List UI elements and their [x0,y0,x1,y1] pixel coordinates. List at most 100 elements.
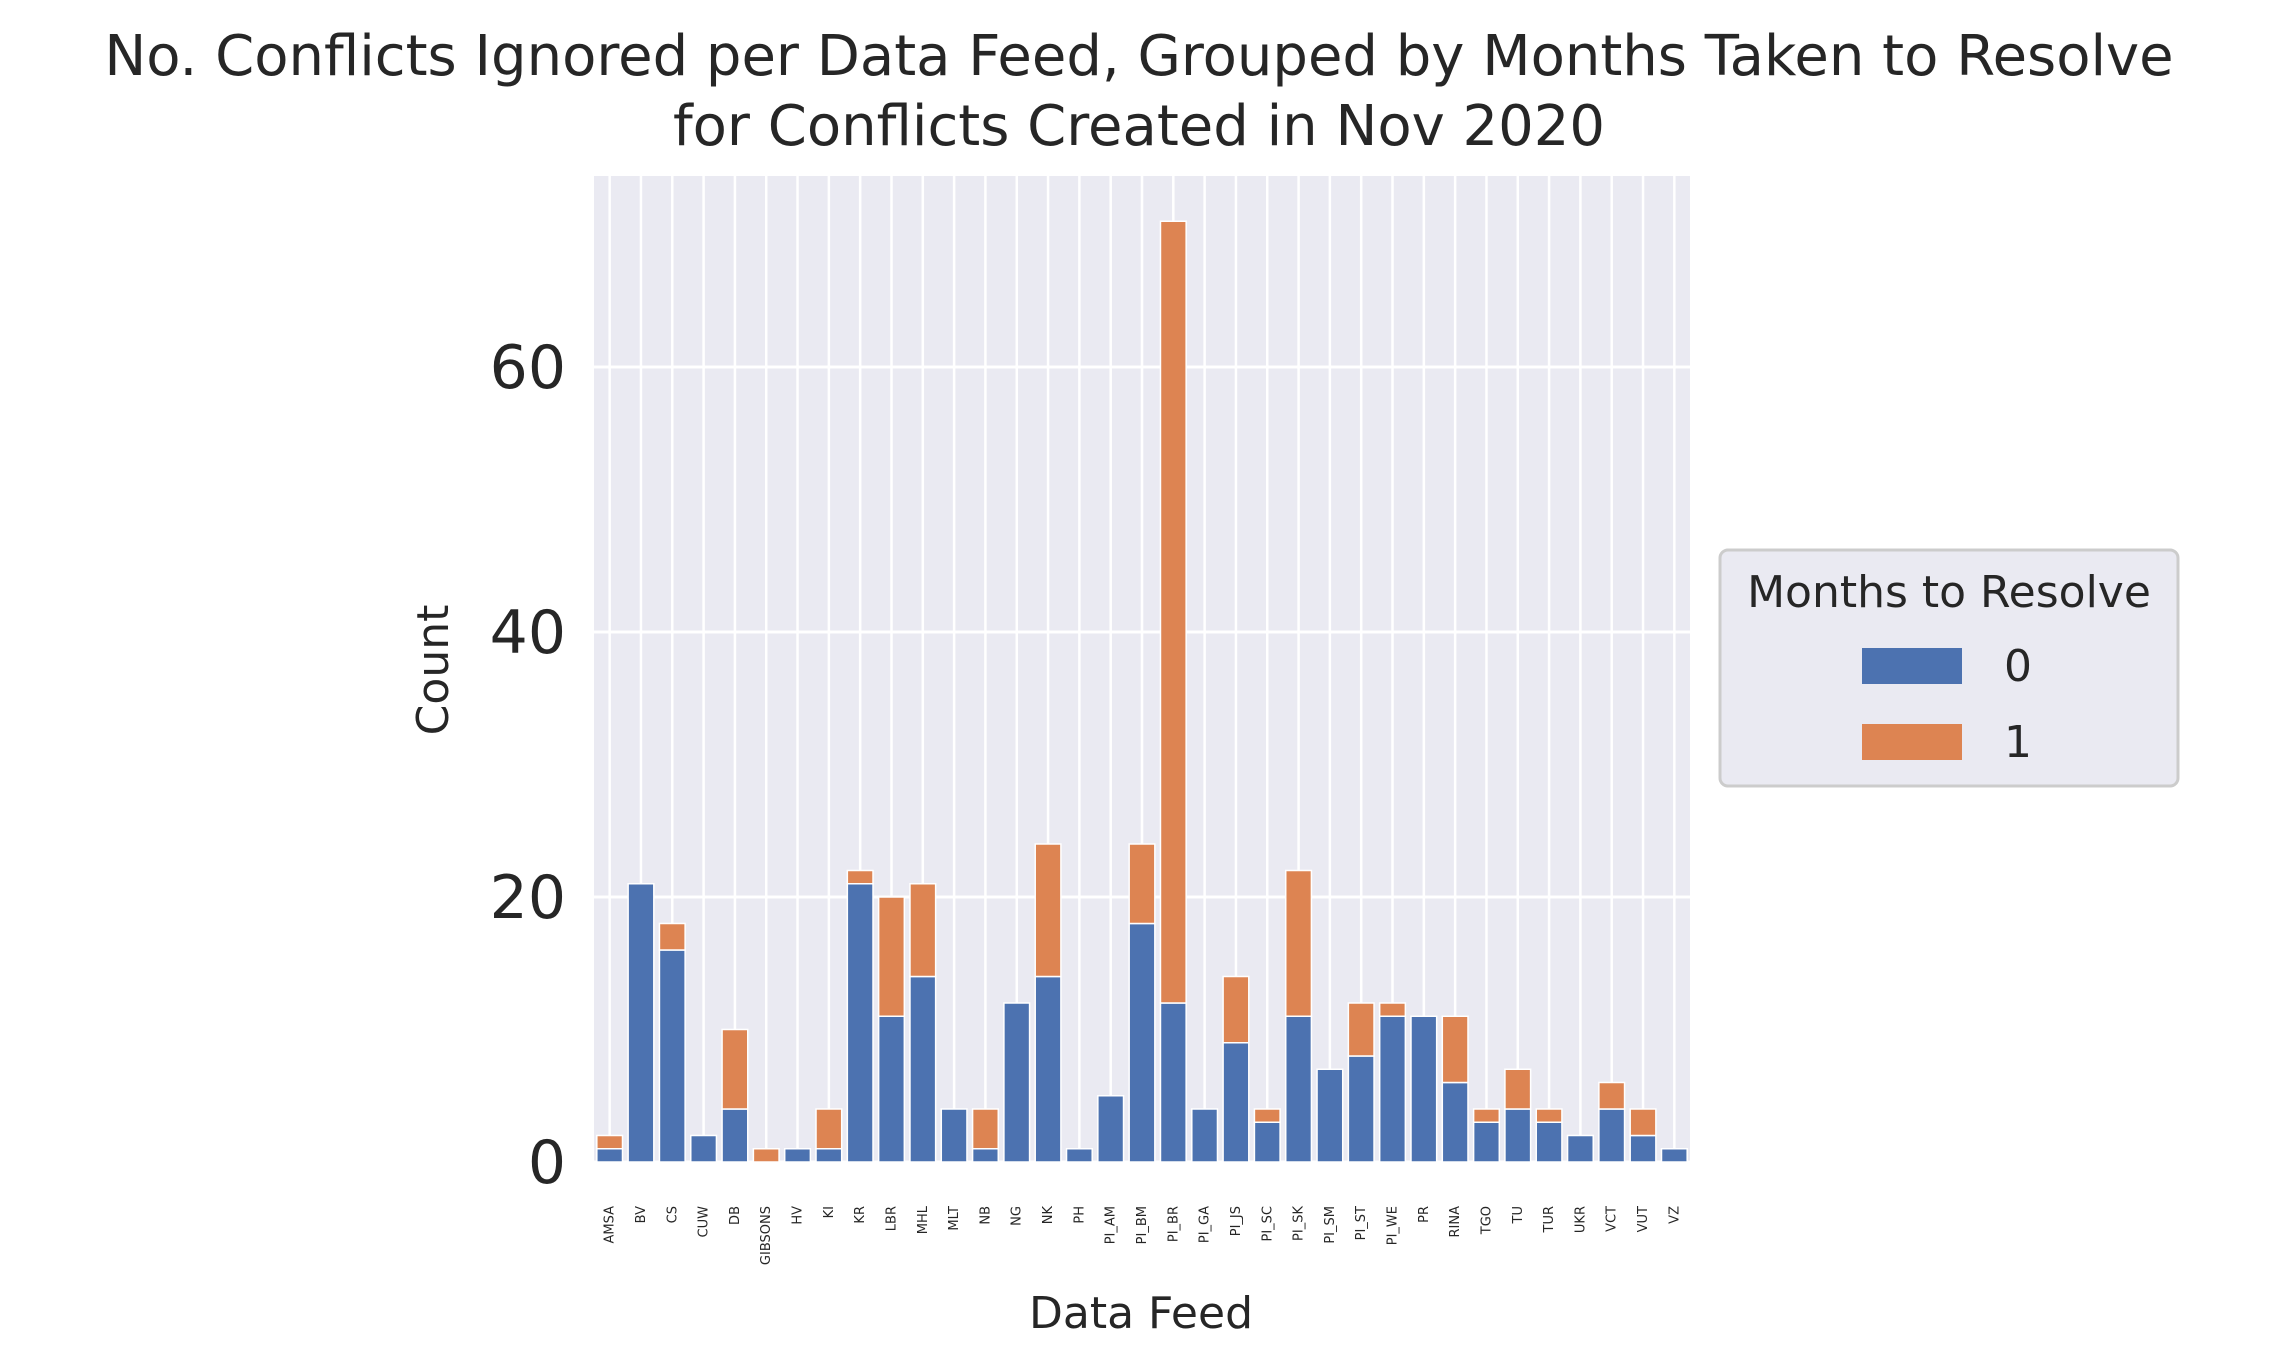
bar-vut-series-1 [1629,1108,1657,1137]
x-tick-label: AMSA [603,1206,618,1244]
legend-label-1: 1 [2004,717,2032,768]
x-tick-label: VUT [1636,1206,1651,1232]
legend-swatch-1 [1862,724,1962,760]
x-tick-label: TGO [1479,1206,1494,1235]
x-tick-label: VCT [1605,1206,1620,1232]
bar-nb-series-1 [971,1108,1000,1150]
bar-pi_we-series-1 [1378,1002,1407,1017]
bar-tgo-series-0 [1472,1121,1501,1163]
bar-bv-series-0 [627,883,655,1163]
x-tick-label: PI_BR [1166,1206,1181,1242]
bar-kr-series-1 [846,869,874,885]
x-tick-label: UKR [1573,1206,1588,1233]
x-tick-label: PI_AM [1104,1206,1119,1244]
bar-rina-series-0 [1441,1081,1469,1163]
bar-tur-series-0 [1535,1121,1563,1163]
bar-nb-series-0 [971,1148,1000,1163]
x-tick-label: NK [1041,1206,1056,1225]
bar-rina-series-1 [1441,1015,1469,1084]
bar-pi_st-series-1 [1347,1002,1375,1057]
bar-pi_js-series-1 [1222,975,1250,1044]
x-tick-label: KR [853,1206,868,1224]
bar-tu-series-0 [1504,1108,1532,1163]
bar-tu-series-1 [1504,1068,1532,1110]
bar-mlt-series-0 [940,1108,968,1163]
x-tick-label: TU [1511,1206,1526,1224]
x-tick-label: PI_WE [1386,1206,1401,1245]
x-tick-label: NG [1010,1206,1025,1226]
bar-lbr-series-0 [877,1015,906,1163]
bar-tur-series-1 [1535,1108,1563,1123]
bar-db-series-1 [721,1028,749,1110]
bar-pi_am-series-0 [1097,1095,1125,1163]
x-tick-label: CS [665,1206,680,1223]
bar-cs-series-0 [658,949,686,1163]
chart-subtitle: for Conflicts Created in Nov 2020 [673,94,1605,159]
bar-lbr-series-1 [877,896,906,1017]
bar-vct-series-0 [1598,1108,1626,1163]
x-axis-label: Data Feed [1029,1288,1253,1339]
bar-pi_ga-series-0 [1191,1108,1219,1163]
bar-pi_br-series-0 [1159,1002,1187,1163]
x-tick-label: HV [791,1206,806,1225]
legend-items: 01 [1862,641,2032,768]
bar-pi_sc-series-0 [1253,1121,1281,1163]
y-tick-label: 0 [528,1128,566,1198]
bar-mhl-series-0 [909,975,937,1163]
x-tick-label: LBR [884,1206,899,1231]
bar-db-series-0 [721,1108,749,1163]
y-tick-label: 40 [490,598,566,668]
x-tick-label: PI_ST [1354,1206,1369,1240]
bar-pi_js-series-0 [1222,1042,1250,1163]
x-tick-label: MHL [916,1205,931,1234]
bar-pi_sm-series-0 [1316,1068,1344,1163]
x-tick-label: GIBSONS [759,1206,774,1265]
x-tick-label: BV [634,1206,649,1224]
legend-swatch-0 [1862,648,1962,684]
x-tick-label: CUW [697,1206,712,1238]
x-tick-label: PI_JS [1229,1206,1244,1236]
y-tick-label: 20 [490,863,566,933]
bar-pi_sk-series-1 [1284,869,1313,1017]
legend-label-0: 0 [2004,641,2032,692]
bar-hv-series-0 [783,1148,812,1163]
x-tick-label: PH [1072,1206,1087,1224]
bar-ki-series-0 [815,1148,843,1163]
bar-cuw-series-0 [690,1134,718,1163]
x-tick-label: PI_SK [1292,1206,1307,1241]
legend-title: Months to Resolve [1747,567,2151,618]
bar-nk-series-1 [1034,843,1062,978]
x-tick-label: NB [978,1206,993,1225]
x-tick-label: PI_SM [1323,1206,1338,1244]
bar-cs-series-1 [658,922,686,951]
bar-pi_bm-series-0 [1128,922,1156,1163]
x-tick-label: DB [728,1206,743,1225]
bar-pi_bm-series-1 [1128,843,1156,925]
bar-pi_we-series-0 [1378,1015,1407,1163]
x-tick-label: PR [1417,1206,1432,1223]
y-axis-label: Count [408,605,459,736]
x-tick-label: PI_BM [1135,1206,1150,1244]
bar-ph-series-0 [1065,1148,1093,1163]
bar-vz-series-0 [1660,1148,1688,1163]
x-tick-label: RINA [1448,1206,1463,1238]
x-tick-label: TUR [1542,1206,1557,1234]
bar-tgo-series-1 [1472,1108,1501,1123]
bar-pr-series-0 [1410,1015,1438,1163]
x-tick-label: KI [822,1206,837,1218]
bar-amsa-series-0 [596,1148,624,1163]
bars [596,220,1688,1163]
bar-ki-series-1 [815,1108,843,1150]
y-tick-label: 60 [490,333,566,403]
bar-kr-series-0 [846,883,874,1163]
bar-pi_st-series-0 [1347,1055,1375,1163]
chart-title: No. Conflicts Ignored per Data Feed, Gro… [104,24,2173,89]
x-tick-label: VZ [1667,1206,1682,1224]
bar-gibsons-series-1 [752,1148,780,1163]
bar-amsa-series-1 [596,1134,624,1150]
bar-pi_sc-series-1 [1253,1108,1281,1123]
bar-vut-series-0 [1629,1134,1657,1163]
bar-pi_br-series-1 [1159,220,1187,1004]
